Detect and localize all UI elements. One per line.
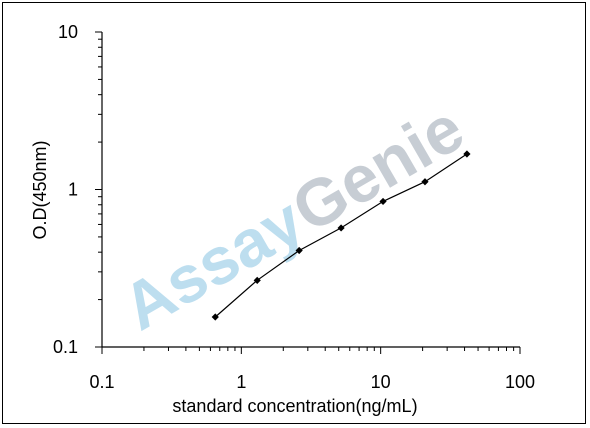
x-tick-label: 0.1	[89, 372, 114, 392]
chart-frame	[2, 2, 586, 424]
y-tick-label: 0.1	[53, 337, 78, 357]
x-axis-title: standard concentration(ng/mL)	[172, 396, 417, 416]
y-tick-label: 1	[68, 180, 78, 200]
watermark-part1: Assay	[110, 183, 316, 344]
series-layer	[211, 150, 471, 321]
y-tick-label: 10	[58, 22, 78, 42]
data-point	[421, 178, 429, 186]
x-tick-label: 100	[505, 372, 535, 392]
data-point	[337, 224, 345, 232]
data-point	[463, 150, 471, 158]
data-point	[211, 313, 219, 321]
y-axis-title: O.D(450nm)	[30, 140, 50, 239]
data-point	[379, 197, 387, 206]
axes: 0.1 1 10 100 0.1 1 10	[53, 22, 535, 392]
data-point	[253, 276, 261, 284]
x-tick-label: 10	[371, 372, 391, 392]
data-point	[295, 246, 303, 255]
watermark: Assay Genie	[110, 90, 476, 344]
x-tick-label: 1	[236, 372, 246, 392]
